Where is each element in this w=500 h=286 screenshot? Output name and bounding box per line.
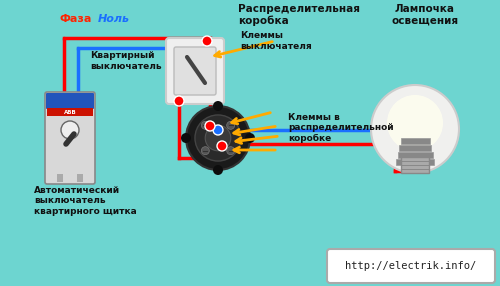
Text: Клеммы в
распределительной
коробке: Клеммы в распределительной коробке	[288, 113, 394, 143]
Circle shape	[213, 165, 223, 175]
Text: Лампочка
освещения: Лампочка освещения	[392, 4, 458, 26]
Circle shape	[195, 115, 241, 161]
Text: Фаза: Фаза	[60, 14, 92, 24]
Text: ABB: ABB	[64, 110, 76, 114]
Circle shape	[174, 96, 184, 106]
Circle shape	[186, 106, 250, 170]
FancyBboxPatch shape	[174, 47, 216, 95]
Circle shape	[213, 125, 223, 135]
Text: Автоматический
выключатель
квартирного щитка: Автоматический выключатель квартирного щ…	[34, 186, 137, 216]
Circle shape	[61, 121, 79, 139]
Circle shape	[387, 95, 443, 151]
Circle shape	[181, 133, 191, 143]
Text: http://electrik.info/: http://electrik.info/	[346, 261, 476, 271]
Circle shape	[213, 101, 223, 111]
FancyBboxPatch shape	[46, 93, 94, 109]
Circle shape	[217, 141, 227, 151]
Bar	[57, 174, 63, 182]
Text: Клеммы
выключателя: Клеммы выключателя	[240, 31, 312, 51]
Circle shape	[226, 121, 234, 129]
Circle shape	[202, 36, 212, 46]
Circle shape	[371, 85, 459, 173]
Bar	[401, 157, 429, 173]
Circle shape	[205, 121, 215, 131]
FancyBboxPatch shape	[327, 249, 495, 283]
Circle shape	[202, 147, 209, 155]
Circle shape	[245, 133, 255, 143]
Bar	[77, 174, 83, 182]
Bar	[400, 138, 430, 144]
Circle shape	[205, 125, 231, 151]
Text: Квартирный
выключатель: Квартирный выключатель	[90, 51, 162, 71]
Text: Ноль: Ноль	[98, 14, 130, 24]
Circle shape	[226, 147, 234, 155]
Bar	[47, 108, 93, 116]
FancyBboxPatch shape	[45, 92, 95, 184]
Bar	[398, 152, 432, 158]
Bar	[396, 159, 434, 165]
Circle shape	[202, 121, 209, 129]
Text: Распределительная
коробка: Распределительная коробка	[238, 4, 360, 26]
Bar	[399, 145, 431, 151]
FancyBboxPatch shape	[166, 38, 224, 104]
